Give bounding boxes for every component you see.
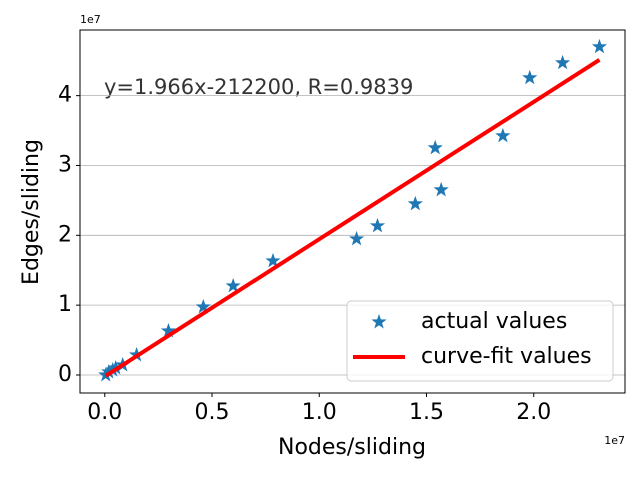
x-tick-label: 2.0 <box>516 400 551 425</box>
y-offset: 1e7 <box>80 13 101 26</box>
marker <box>265 252 281 268</box>
x-axis-label: Nodes/sliding <box>278 435 426 460</box>
y-tick-label: 0 <box>58 362 72 387</box>
y-tick-label: 2 <box>58 222 72 247</box>
marker <box>407 195 423 211</box>
marker <box>101 363 117 379</box>
legend-label: curve-fit values <box>421 344 592 369</box>
x-tick-label: 0.5 <box>195 400 230 425</box>
y-tick-label: 3 <box>58 152 72 177</box>
y-axis-label: Edges/sliding <box>19 139 44 285</box>
marker <box>433 181 449 197</box>
legend-label: actual values <box>421 309 567 334</box>
x-tick-label: 1.5 <box>409 400 444 425</box>
marker <box>427 139 443 155</box>
plot-frame <box>79 29 626 394</box>
marker <box>591 38 608 54</box>
y-tick-label: 4 <box>58 83 72 108</box>
marker <box>348 230 365 246</box>
fit-line <box>104 58 601 378</box>
marker <box>555 54 571 70</box>
x-offset: 1e7 <box>604 434 625 447</box>
marker <box>522 69 538 85</box>
marker <box>225 277 241 293</box>
marker <box>160 322 177 338</box>
annotation: y=1.966x-212200, R=0.9839 <box>104 75 413 99</box>
x-tick-label: 1.0 <box>302 400 337 425</box>
legend <box>346 300 614 382</box>
y-tick-label: 1 <box>58 292 72 317</box>
marker <box>495 127 511 143</box>
marker <box>369 217 386 233</box>
marker <box>195 298 211 314</box>
legend-marker <box>371 314 387 329</box>
x-tick-label: 0.0 <box>87 400 122 425</box>
